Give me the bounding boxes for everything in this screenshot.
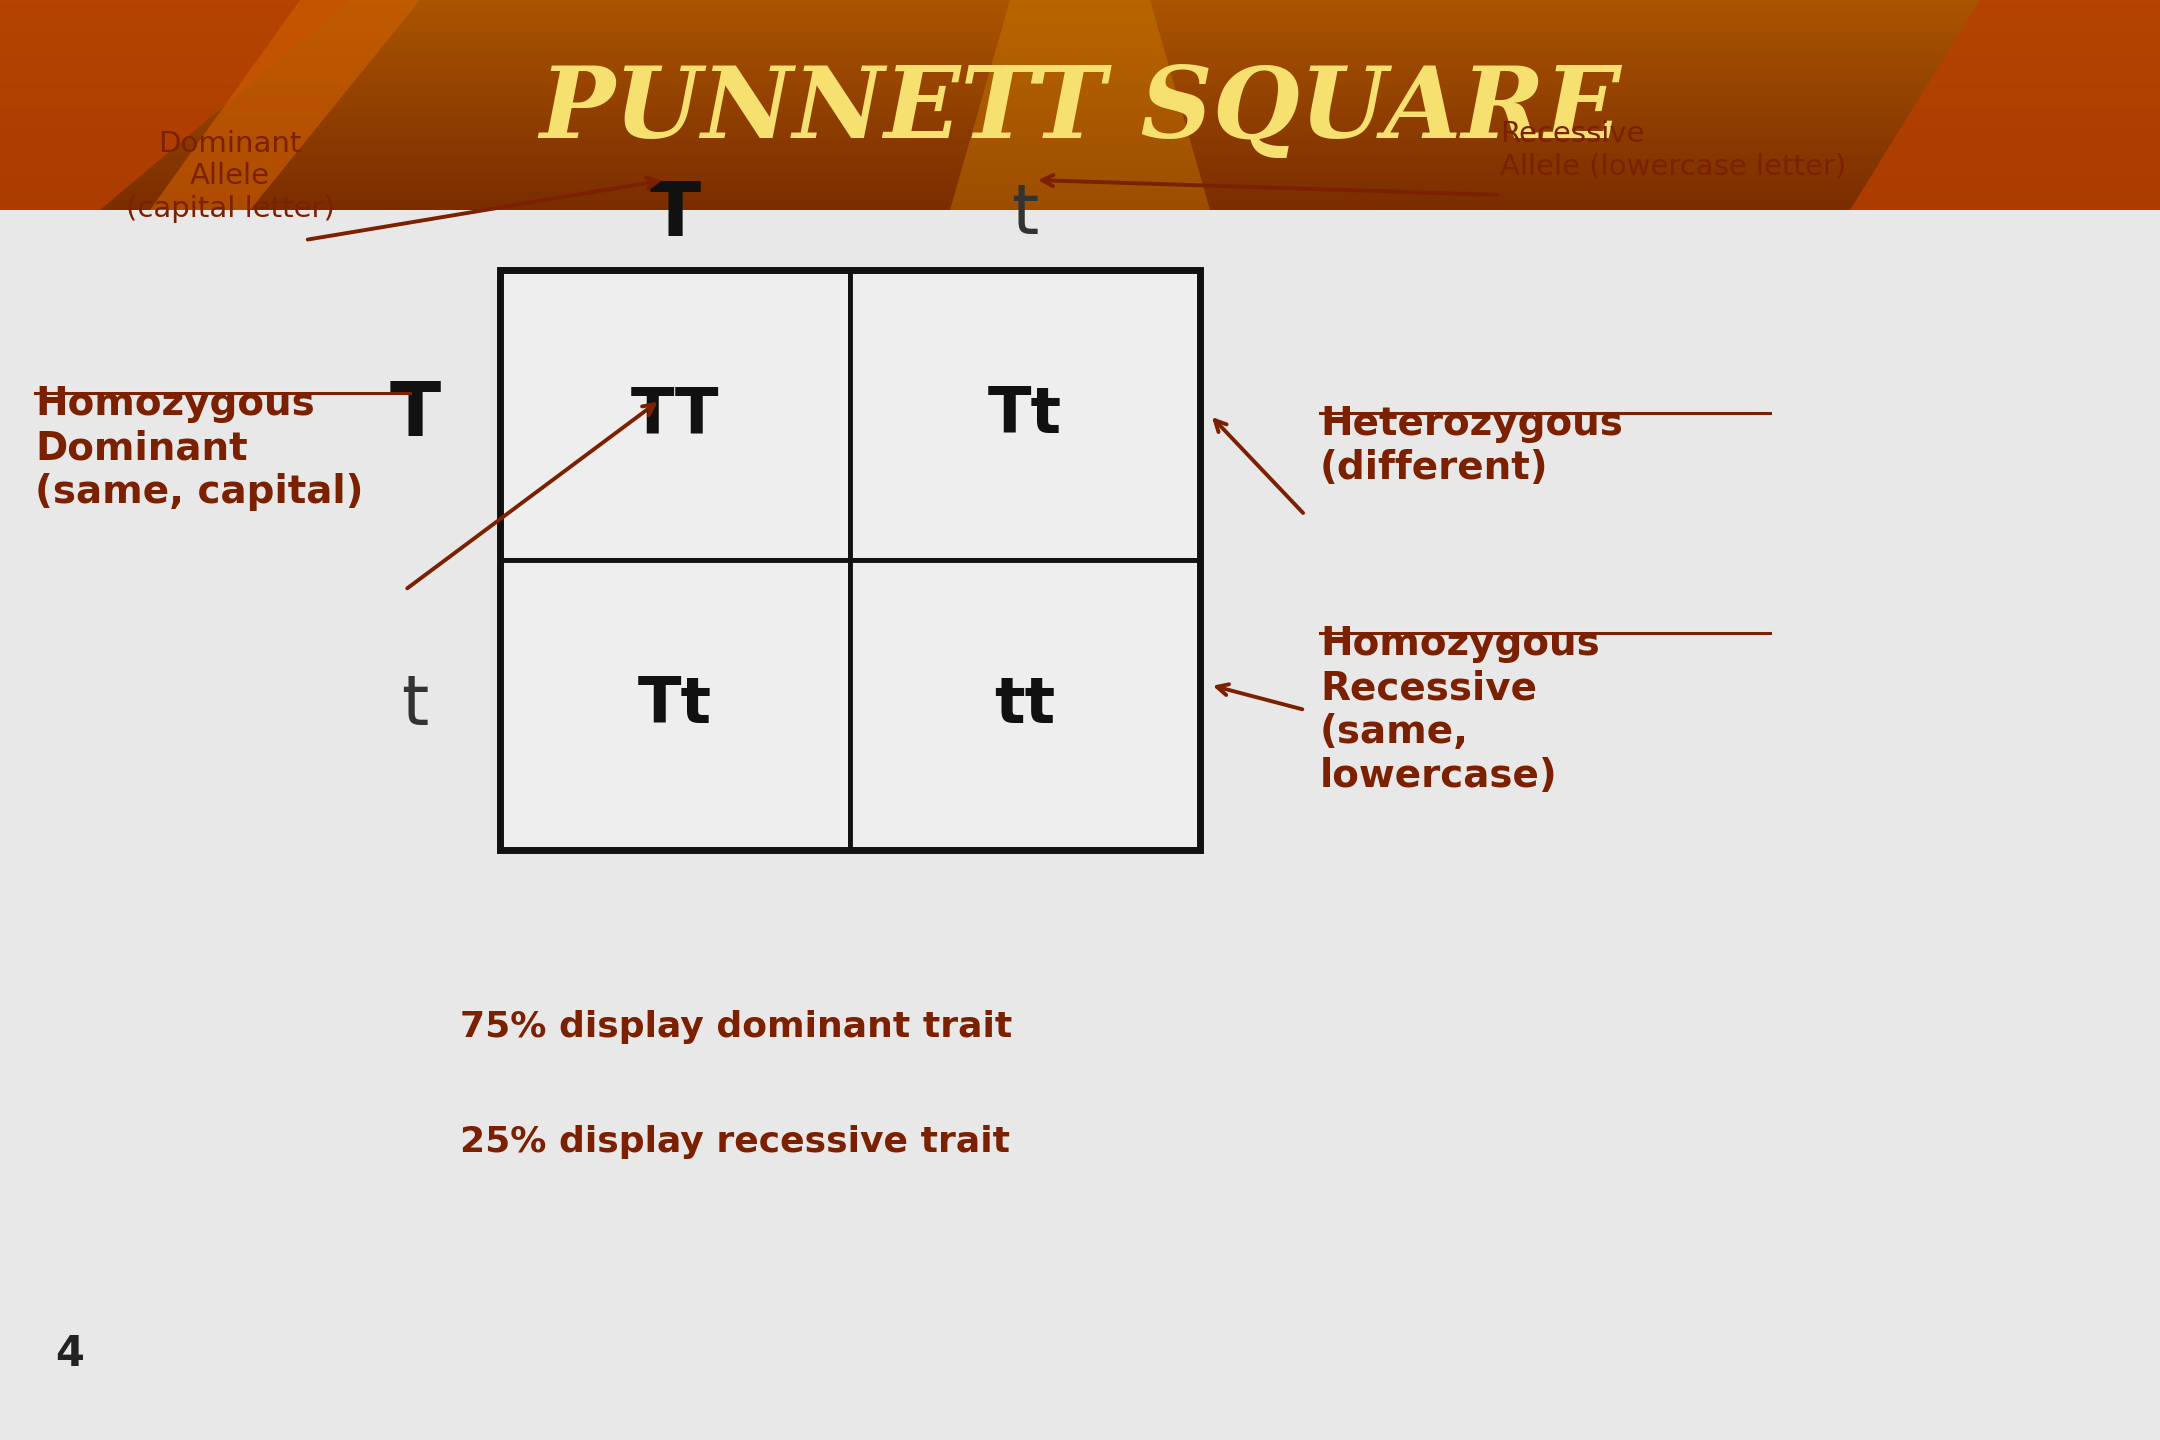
- Bar: [851, 271, 1201, 560]
- Text: Tt: Tt: [637, 674, 713, 736]
- Bar: [0, 145, 2160, 151]
- Bar: [0, 1, 2160, 7]
- Bar: [0, 75, 2160, 81]
- Bar: [0, 121, 2160, 125]
- Bar: [0, 104, 2160, 108]
- Text: 25% display recessive trait: 25% display recessive trait: [460, 1125, 1011, 1159]
- Bar: [499, 271, 851, 560]
- Bar: [0, 36, 2160, 42]
- Polygon shape: [950, 0, 1210, 210]
- Bar: [0, 53, 2160, 59]
- Bar: [0, 92, 2160, 98]
- Bar: [0, 43, 2160, 49]
- Bar: [0, 26, 2160, 32]
- Bar: [0, 183, 2160, 189]
- Bar: [0, 16, 2160, 22]
- Bar: [0, 89, 2160, 95]
- Polygon shape: [1849, 0, 2160, 210]
- Bar: [0, 131, 2160, 137]
- Text: Tt: Tt: [987, 384, 1063, 446]
- Bar: [0, 202, 2160, 206]
- Bar: [0, 82, 2160, 88]
- Bar: [0, 177, 2160, 181]
- Text: Dominant
Allele
(capital letter): Dominant Allele (capital letter): [125, 130, 335, 223]
- Text: 4: 4: [54, 1333, 84, 1375]
- Bar: [0, 204, 2160, 210]
- Bar: [0, 99, 2160, 105]
- Bar: [0, 65, 2160, 71]
- Text: Heterozygous
(different): Heterozygous (different): [1320, 405, 1622, 487]
- Bar: [0, 23, 2160, 27]
- Bar: [0, 29, 2160, 35]
- Bar: [0, 60, 2160, 66]
- Bar: [0, 134, 2160, 140]
- Bar: [0, 4, 2160, 10]
- Bar: [0, 96, 2160, 101]
- Text: TT: TT: [631, 384, 719, 446]
- Bar: [0, 153, 2160, 157]
- Bar: [0, 68, 2160, 73]
- Polygon shape: [149, 0, 419, 210]
- Bar: [0, 187, 2160, 193]
- Bar: [0, 0, 2160, 210]
- Bar: [0, 156, 2160, 161]
- Bar: [499, 560, 851, 850]
- Bar: [0, 72, 2160, 76]
- Bar: [0, 79, 2160, 84]
- Bar: [0, 141, 2160, 147]
- Bar: [0, 194, 2160, 200]
- Bar: [0, 197, 2160, 203]
- Bar: [0, 173, 2160, 179]
- Bar: [0, 33, 2160, 39]
- Bar: [0, 114, 2160, 120]
- Bar: [0, 124, 2160, 130]
- Bar: [0, 50, 2160, 56]
- Bar: [0, 19, 2160, 24]
- Bar: [0, 180, 2160, 186]
- Text: tt: tt: [994, 674, 1056, 736]
- Bar: [0, 128, 2160, 132]
- Bar: [0, 0, 2160, 3]
- Polygon shape: [0, 0, 350, 210]
- Text: T: T: [650, 179, 700, 252]
- Bar: [0, 12, 2160, 17]
- Text: Homozygous
Recessive
(same,
lowercase): Homozygous Recessive (same, lowercase): [1320, 625, 1601, 795]
- Text: Recessive
Allele (lowercase letter): Recessive Allele (lowercase letter): [1499, 120, 1847, 180]
- Bar: [0, 148, 2160, 154]
- Bar: [0, 85, 2160, 91]
- Bar: [0, 138, 2160, 144]
- Bar: [0, 163, 2160, 168]
- Bar: [0, 117, 2160, 122]
- Bar: [0, 109, 2160, 115]
- Bar: [0, 40, 2160, 46]
- Bar: [0, 190, 2160, 196]
- Bar: [0, 9, 2160, 14]
- Bar: [0, 58, 2160, 63]
- Bar: [0, 170, 2160, 176]
- Text: 75% display dominant trait: 75% display dominant trait: [460, 1009, 1013, 1044]
- Text: t: t: [402, 671, 428, 739]
- Bar: [499, 271, 1201, 850]
- Bar: [0, 158, 2160, 164]
- Text: T: T: [389, 379, 441, 452]
- Bar: [0, 166, 2160, 171]
- Text: t: t: [1011, 181, 1039, 249]
- Bar: [0, 48, 2160, 52]
- Text: PUNNETT SQUARE: PUNNETT SQUARE: [540, 62, 1620, 158]
- Bar: [851, 560, 1201, 850]
- Text: Homozygous
Dominant
(same, capital): Homozygous Dominant (same, capital): [35, 384, 363, 511]
- Bar: [0, 107, 2160, 112]
